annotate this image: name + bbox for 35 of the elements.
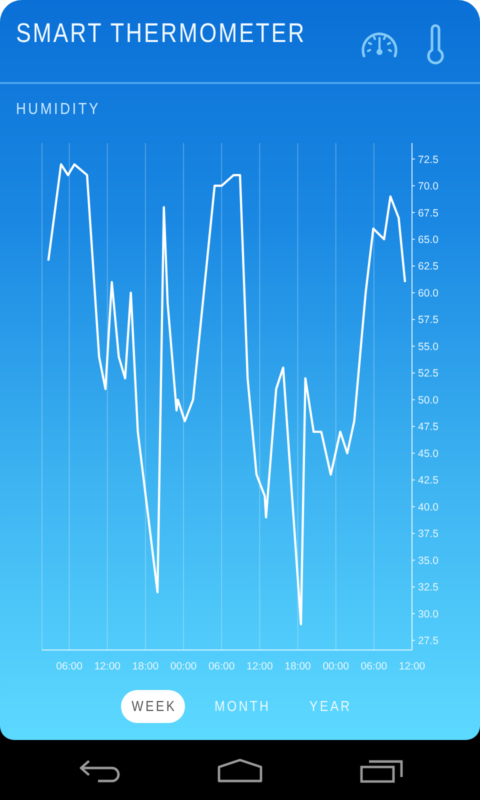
y-tick-label: 42.5: [418, 474, 439, 487]
y-tick-label: 47.5: [418, 421, 439, 434]
y-tick-label: 62.5: [418, 260, 439, 273]
y-tick-label: 40.0: [418, 501, 439, 514]
x-tick-label: 18:00: [284, 660, 312, 672]
y-tick-label: 55.0: [418, 340, 439, 353]
x-tick-label: 06:00: [56, 660, 83, 672]
y-tick-label: 32.5: [418, 582, 439, 594]
x-tick-label: 18:00: [132, 660, 159, 672]
chart-subtitle: HUMIDITY: [16, 101, 100, 119]
y-tick-label: 67.5: [418, 207, 439, 220]
chart-title: SMART THERMOMETER: [16, 18, 306, 48]
y-tick-label: 50.0: [418, 394, 439, 406]
text: YEAR: [309, 698, 352, 714]
x-tick-label: 00:00: [170, 660, 197, 672]
x-tick-label: 12:00: [398, 660, 426, 672]
y-tick-label: 37.5: [418, 528, 439, 540]
x-tick-label: 00:00: [322, 660, 350, 672]
y-tick-label: 57.5: [418, 314, 439, 326]
x-tick-label: 06:00: [208, 660, 235, 672]
line-series: [47, 163, 406, 626]
y-tick-label: 45.0: [418, 448, 439, 460]
y-tick-label: 70.0: [418, 180, 439, 193]
y-tick-label: 52.5: [418, 368, 439, 380]
selected-tab-pill: WEEK: [121, 690, 185, 723]
y-tick-label: 35.0: [418, 554, 439, 567]
x-tick-label: 06:00: [360, 660, 388, 672]
y-tick-label: 72.5: [418, 154, 439, 166]
y-tick-label: 60.0: [418, 287, 439, 300]
x-tick-label: 12:00: [94, 660, 121, 672]
y-tick-label: 30.0: [418, 608, 439, 620]
y-tick-label: 27.5: [418, 635, 439, 648]
y-tick-label: 65.0: [418, 234, 439, 246]
x-tick-label: 12:00: [246, 660, 273, 672]
text: MONTH: [214, 698, 270, 714]
